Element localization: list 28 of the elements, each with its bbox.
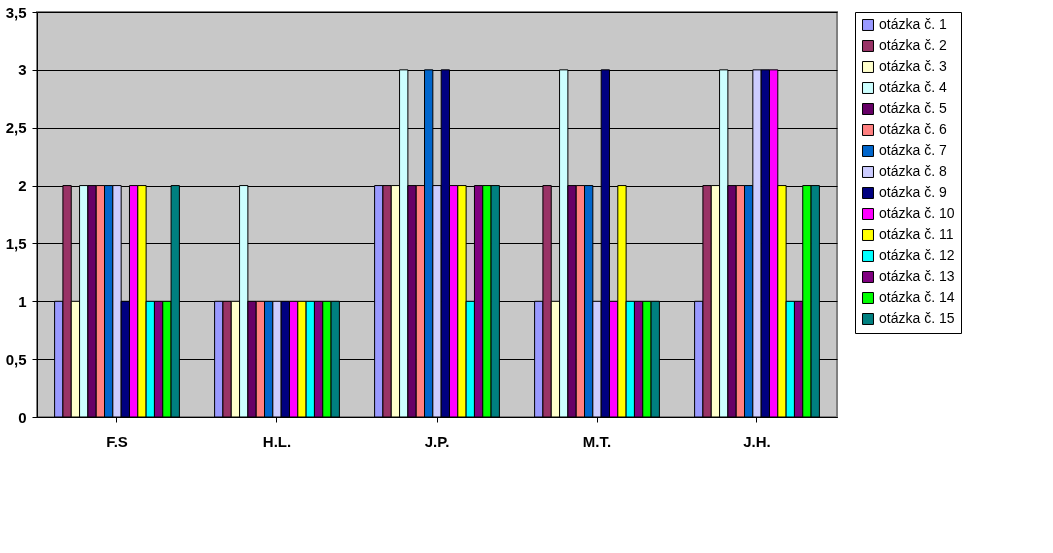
y-tick-label: 1,5 [5,234,27,252]
x-tick-label: M.T. [582,432,612,450]
legend-label: otázka č. 10 [879,205,955,221]
legend-label: otázka č. 13 [879,268,955,284]
legend-label: otázka č. 9 [879,184,947,200]
legend-label: otázka č. 8 [879,163,947,179]
y-tick-label: 2 [18,177,27,195]
x-tick-label: J.P. [424,432,450,450]
legend-label: otázka č. 12 [879,247,955,263]
legend-label: otázka č. 7 [879,142,947,158]
y-tick-label: 3,5 [5,3,27,21]
legend-label: otázka č. 1 [879,16,947,32]
legend-label: otázka č. 11 [879,226,954,242]
y-tick-label: 1 [18,292,27,310]
x-tick-label: H.L. [262,432,292,450]
legend-label: otázka č. 2 [879,37,947,53]
y-tick-label: 3 [18,61,27,79]
y-tick-label: 2,5 [5,119,27,137]
legend-label: otázka č. 5 [879,100,947,116]
y-tick-label: 0,5 [5,350,27,368]
y-tick-label: 0 [18,408,27,426]
legend-label: otázka č. 15 [879,310,955,326]
x-tick-label: F.S [106,432,128,450]
legend-label: otázka č. 14 [879,289,955,305]
legend-label: otázka č. 6 [879,121,947,137]
legend-label: otázka č. 4 [879,79,947,95]
x-tick-label: J.H. [743,432,771,450]
legend-label: otázka č. 3 [879,58,947,74]
